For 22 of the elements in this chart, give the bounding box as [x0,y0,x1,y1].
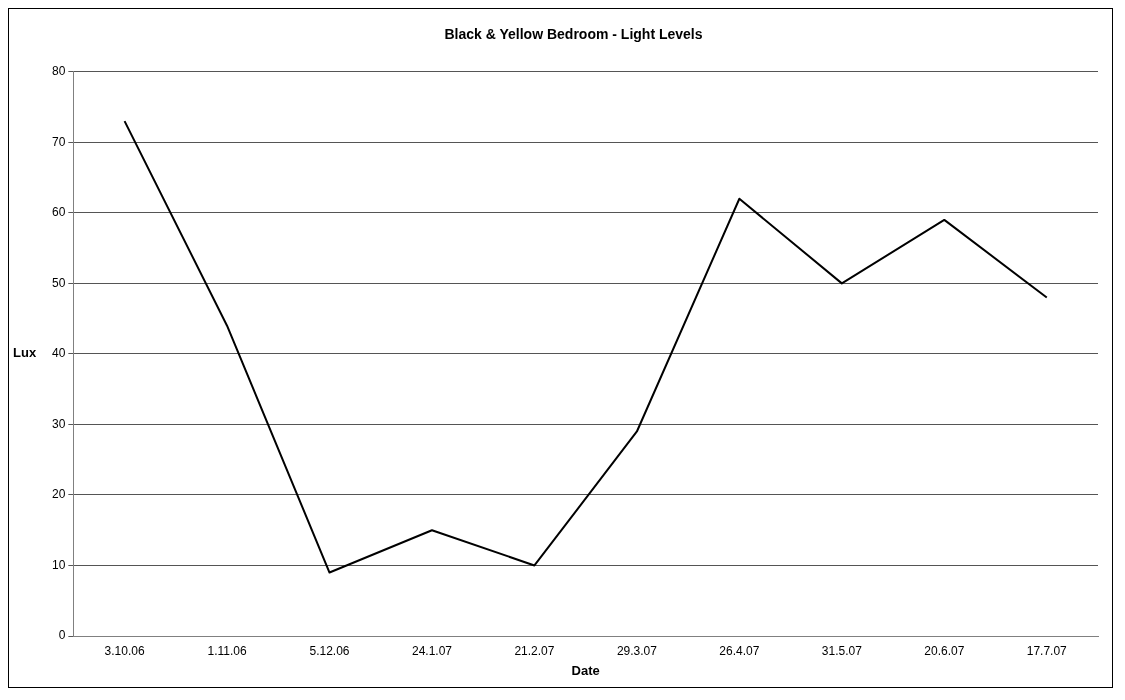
x-tick-label: 3.10.06 [104,643,145,658]
x-tick-label: 5.12.06 [309,643,350,658]
x-tick-label: 24.1.07 [411,643,453,658]
y-tick-label: 70 [51,134,66,149]
x-axis-title: Date [571,662,600,678]
x-tick-label: 31.5.07 [821,643,863,658]
x-tick-label: 29.3.07 [616,643,658,658]
y-tick-label: 10 [51,557,66,572]
y-tick-label: 20 [51,487,66,502]
y-axis-title: Lux [13,345,37,361]
x-tick-label: 21.2.07 [514,643,555,658]
y-tick-label: 30 [51,416,66,431]
x-tick-label: 20.6.07 [924,643,965,658]
y-tick-label: 50 [51,275,66,290]
y-tick-label: 80 [51,64,66,79]
x-tick-label: 26.4.07 [719,643,760,658]
y-tick-label: 0 [58,628,66,643]
y-tick-label: 60 [51,205,66,220]
x-tick-label: 1.11.06 [207,643,247,658]
y-tick-label: 40 [51,346,66,361]
chart-title: Black & Yellow Bedroom - Light Levels [444,26,703,43]
x-tick-label: 17.7.07 [1026,643,1068,658]
